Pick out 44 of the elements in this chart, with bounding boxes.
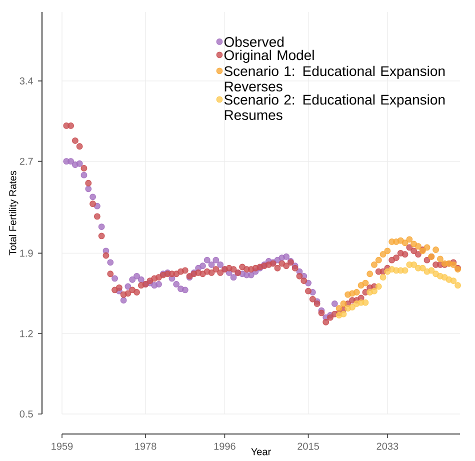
point <box>415 243 422 250</box>
point <box>432 246 440 253</box>
point <box>371 288 378 294</box>
point <box>340 300 347 307</box>
point <box>366 270 374 278</box>
point <box>336 305 342 312</box>
point <box>375 283 382 290</box>
point <box>371 261 378 268</box>
point <box>450 278 457 284</box>
x-tick-label: 1996 <box>214 442 236 450</box>
x-tick-label: 2015 <box>298 442 319 450</box>
point <box>454 282 462 289</box>
point <box>424 244 430 251</box>
x-tick-label: 1959 <box>52 442 73 450</box>
point <box>441 274 448 281</box>
x-tick-label: 2033 <box>376 442 398 450</box>
legend-label: Observed <box>224 36 284 47</box>
y-tick-label: 0.5 <box>20 410 33 418</box>
legend-label: Scenario 1: Educational Expansion Reverses <box>224 66 445 92</box>
point <box>384 248 391 254</box>
x-tick-label: 1978 <box>135 442 156 450</box>
legend-label: Original Model <box>224 50 314 63</box>
y-tick-label: 3.4 <box>20 77 33 84</box>
point <box>380 251 386 258</box>
x-axis-title: Year <box>251 448 271 456</box>
legend-label: Scenario 2: Educational Expansion Resumes <box>224 94 445 120</box>
point <box>349 304 356 310</box>
point <box>362 299 369 306</box>
point <box>375 256 382 264</box>
y-tick-label: 1.2 <box>20 330 33 338</box>
point <box>353 289 360 296</box>
point <box>362 280 369 286</box>
point <box>410 261 418 268</box>
point <box>380 274 386 281</box>
y-axis-title: Total Fertility Rates <box>8 170 18 256</box>
y-tick-label: 1.9 <box>20 250 33 257</box>
y-tick-label: 2.7 <box>20 158 33 165</box>
point <box>437 256 444 262</box>
point <box>402 240 408 246</box>
point <box>402 267 408 274</box>
point <box>428 267 435 274</box>
point <box>340 310 347 318</box>
point <box>406 236 413 243</box>
point <box>419 264 426 272</box>
